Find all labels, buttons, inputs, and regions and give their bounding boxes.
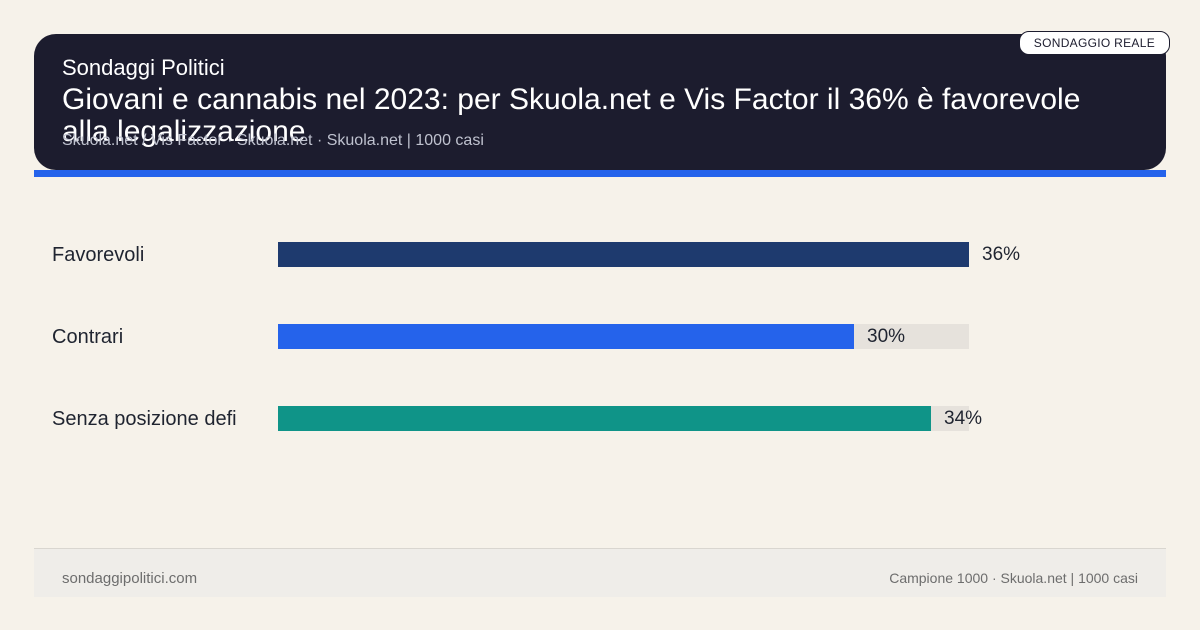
kicker: Sondaggi Politici bbox=[62, 55, 225, 80]
category-label: Senza posizione defi bbox=[52, 408, 237, 430]
bar bbox=[278, 324, 854, 349]
data-label: 30% bbox=[867, 326, 906, 347]
header-accent-line bbox=[34, 170, 1166, 177]
header-panel bbox=[34, 34, 1166, 170]
footer-sample: Campione 1000 · Skuola.net | 1000 casi bbox=[889, 570, 1138, 586]
source-line: Skuola.net / Vis Factor · Skuola.net · S… bbox=[62, 132, 484, 149]
data-label: 36% bbox=[982, 244, 1021, 265]
category-label: Favorevoli bbox=[52, 244, 145, 266]
footer-site: sondaggipolitici.com bbox=[62, 570, 198, 587]
bar bbox=[278, 242, 969, 267]
chart-title: Giovani e cannabis nel 2023: per Skuola.… bbox=[62, 83, 1081, 148]
real-poll-badge: SONDAGGIO REALE bbox=[1018, 31, 1170, 55]
category-label: Contrari bbox=[52, 326, 124, 348]
footer-bar bbox=[34, 548, 1166, 597]
data-label: 34% bbox=[944, 408, 983, 429]
bar bbox=[278, 406, 931, 431]
